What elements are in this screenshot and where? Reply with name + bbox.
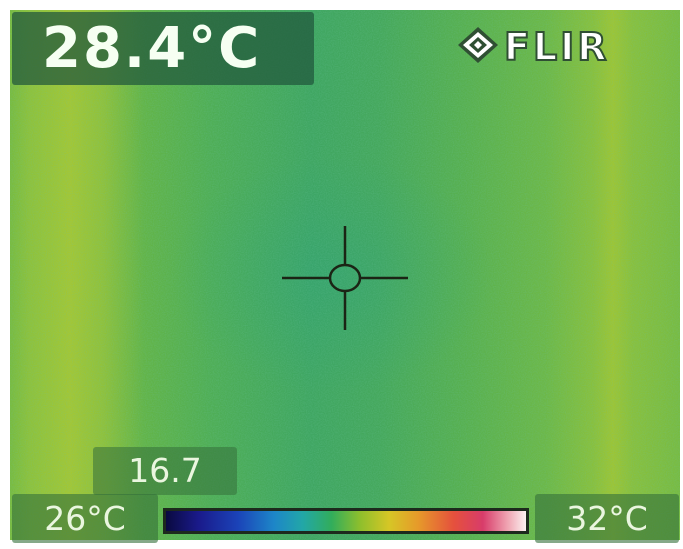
scale-max-label: 32°C — [535, 494, 679, 543]
scale-min-label: 26°C — [12, 494, 158, 543]
flir-diamond-logo-icon — [456, 25, 500, 70]
brand-logo: FLIR — [456, 24, 610, 70]
brand-name: FLIR — [503, 24, 610, 70]
temperature-readout: 28.4°C — [12, 12, 314, 85]
spot-value-label: 16.7 — [93, 447, 237, 495]
color-scale-bar — [163, 508, 529, 534]
spot-meter-crosshair-icon — [282, 226, 408, 330]
